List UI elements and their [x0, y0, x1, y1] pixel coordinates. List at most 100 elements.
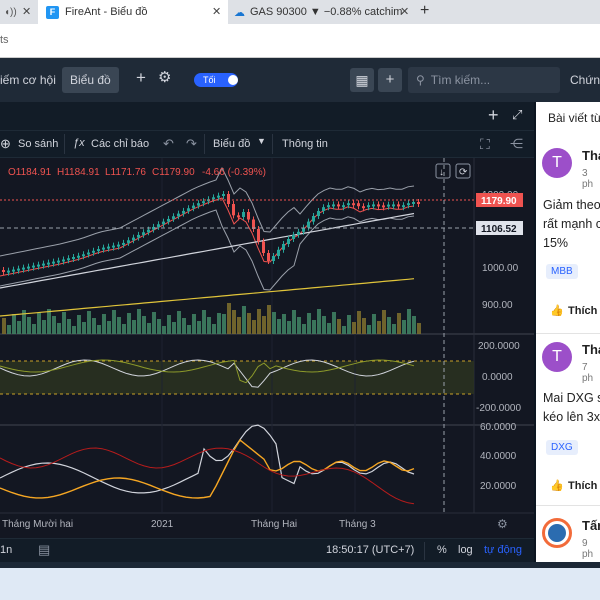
indicators-button[interactable]: Các chỉ báo — [91, 138, 150, 150]
volume-bar — [407, 309, 411, 334]
volume-bar — [197, 321, 201, 334]
volume-bar — [177, 311, 181, 334]
volume-bar — [172, 322, 176, 334]
chart-bottom-bar: 1n ▤ 18:50:17 (UTC+7) % log tự động — [0, 538, 534, 562]
chart-plot-area[interactable]: O1184.91 H1184.91 L1171.76 C1179.90 -4.6… — [0, 158, 534, 538]
post-author[interactable]: Tha — [582, 342, 600, 357]
ticker-tag[interactable]: MBB — [546, 264, 578, 279]
info-button[interactable]: Thông tin — [282, 138, 328, 150]
candle-body — [232, 204, 235, 216]
browser-tab-gas[interactable]: ☁ GAS 90300 ▼ −0.88% catchim — [228, 0, 418, 24]
volume-bar — [217, 313, 221, 334]
refresh-glyph: ⟳ — [459, 167, 468, 178]
chart-type-button[interactable]: Biểu đồ — [213, 138, 251, 150]
osc1-tick: 0.0000 — [482, 372, 513, 383]
add-widget-icon[interactable]: + — [378, 68, 402, 92]
nav-item-opportunities[interactable]: iếm cơ hội — [0, 73, 56, 87]
browser-tab-partial[interactable]: ◖)) — [0, 0, 38, 24]
volume-bar — [152, 312, 156, 334]
fullscreen-icon[interactable]: ⛶ — [480, 136, 490, 152]
candle-body — [27, 266, 30, 269]
theme-toggle[interactable]: Tối — [194, 73, 238, 87]
percent-toggle[interactable]: % — [437, 544, 447, 556]
avatar-logo[interactable] — [542, 518, 572, 548]
nav-item-chart[interactable]: Biểu đồ — [62, 67, 119, 93]
post-card[interactable]: T Tha 7 ph Mai DXG s kéo lên 3x DXG 👍 Th… — [536, 334, 600, 506]
volume-bar — [7, 325, 11, 334]
volume-bar — [202, 310, 206, 334]
compare-button[interactable]: So sánh — [18, 138, 59, 150]
crosshair-price-tag — [476, 221, 523, 235]
browser-tab-fireant[interactable]: F FireAnt - Biểu đồ — [38, 0, 228, 24]
fx-icon: ƒx — [73, 137, 85, 149]
browser-tab-bar: ◖)) ✕ F FireAnt - Biểu đồ ✕ ☁ GAS 90300 … — [0, 0, 600, 24]
refresh-icon[interactable] — [455, 163, 471, 179]
candle-body — [107, 246, 110, 249]
candle-body — [292, 234, 295, 239]
address-bar[interactable]: ts — [0, 24, 600, 58]
nav-item-securities[interactable]: Chứng — [570, 73, 600, 87]
redo-icon[interactable]: ↷ — [186, 136, 197, 151]
post-author[interactable]: Tấn — [582, 518, 600, 533]
undo-icon[interactable]: ↶ — [163, 136, 174, 151]
close-tab-icon[interactable]: ✕ — [22, 6, 32, 18]
avatar[interactable]: T — [542, 342, 572, 372]
candle-body — [227, 194, 230, 204]
volume-bar — [377, 321, 381, 334]
candle-body — [202, 201, 205, 204]
volume-bar — [277, 319, 281, 334]
post-card[interactable]: Tấn 9 ph — [536, 506, 600, 568]
volume-bar — [212, 324, 216, 334]
settings-gear-icon[interactable]: ⚙ — [497, 517, 508, 531]
share-icon[interactable]: ⋲ — [510, 136, 523, 151]
time-tick: Tháng Mười hai — [2, 519, 73, 530]
expand-icon[interactable]: ⤢ — [512, 107, 523, 122]
osc1-line — [0, 359, 415, 388]
candle-body — [317, 211, 320, 216]
post-author[interactable]: Tha — [582, 148, 600, 163]
auto-scale-toggle[interactable]: tự động — [484, 544, 522, 556]
candle-body — [297, 231, 300, 235]
log-toggle[interactable]: log — [458, 544, 473, 556]
time-tick: 2021 — [151, 519, 174, 530]
search-icon: ⚲ — [416, 73, 425, 87]
volume-bar — [357, 311, 361, 334]
candle-body — [372, 204, 375, 207]
avatar[interactable]: T — [542, 148, 572, 178]
volume-bar — [262, 316, 266, 334]
layout-grid-icon[interactable]: ▦ — [350, 68, 374, 92]
interval-button[interactable]: 1n — [0, 544, 13, 556]
volume-bar — [382, 310, 386, 334]
tab-title: GAS 90300 ▼ −0.88% catchim — [250, 6, 403, 18]
candle-body — [62, 259, 65, 262]
candle-body — [212, 197, 215, 200]
post-card[interactable]: T Tha 3 ph Giảm theo rất mạnh c 15% MBB … — [536, 134, 600, 334]
bollinger-upper — [0, 166, 415, 257]
os-taskbar — [0, 568, 600, 600]
candle-body — [412, 202, 415, 204]
volume-bar — [342, 326, 346, 334]
like-button[interactable]: Thích — [568, 305, 598, 317]
scroll-down-icon[interactable] — [435, 163, 451, 179]
candle-body — [397, 204, 400, 207]
candle-body — [22, 267, 25, 270]
close-tab-icon[interactable]: ✕ — [400, 6, 410, 18]
add-chart-icon[interactable]: + — [488, 105, 499, 125]
post-body: Mai DXG s kéo lên 3x — [543, 389, 600, 427]
price-chart-svg: O1184.91 H1184.91 L1171.76 C1179.90 -4.6… — [0, 158, 534, 531]
volume-bar — [102, 314, 106, 334]
candle-body — [42, 263, 45, 266]
volume-bar — [137, 309, 141, 334]
search-input[interactable]: ⚲ Tìm kiếm... — [408, 67, 560, 93]
candle-body — [97, 249, 100, 252]
candle-body — [167, 218, 170, 222]
new-tab-button[interactable]: + — [420, 2, 430, 19]
like-button[interactable]: Thích — [568, 480, 598, 492]
ohlc-close: C1179.90 — [152, 167, 195, 178]
calendar-icon[interactable]: ▤ — [38, 542, 51, 557]
close-tab-icon[interactable]: ✕ — [212, 6, 222, 18]
volume-bar — [297, 317, 301, 334]
add-icon[interactable]: + — [136, 68, 146, 87]
gear-icon[interactable]: ⚙ — [158, 69, 172, 86]
ticker-tag[interactable]: DXG — [546, 440, 578, 455]
